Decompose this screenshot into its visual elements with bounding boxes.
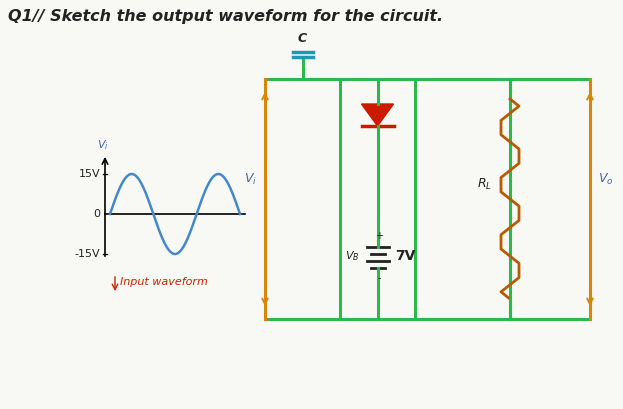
Polygon shape [361, 104, 394, 126]
Text: Q1// Sketch the output waveform for the circuit.: Q1// Sketch the output waveform for the … [8, 9, 443, 24]
Text: $V_i$: $V_i$ [244, 171, 257, 187]
Text: 7V: 7V [396, 249, 416, 263]
Text: $R_L$: $R_L$ [477, 176, 492, 191]
Text: $V_o$: $V_o$ [598, 171, 614, 187]
Text: +: + [376, 231, 384, 241]
Text: C: C [298, 32, 307, 45]
Text: -15V: -15V [74, 249, 100, 259]
Text: Input waveform: Input waveform [120, 277, 208, 287]
Text: -: - [378, 273, 381, 283]
Text: 0: 0 [93, 209, 100, 219]
Text: $V_B$: $V_B$ [345, 249, 359, 263]
Text: 15V: 15V [78, 169, 100, 179]
Text: $V_i$: $V_i$ [97, 138, 109, 152]
